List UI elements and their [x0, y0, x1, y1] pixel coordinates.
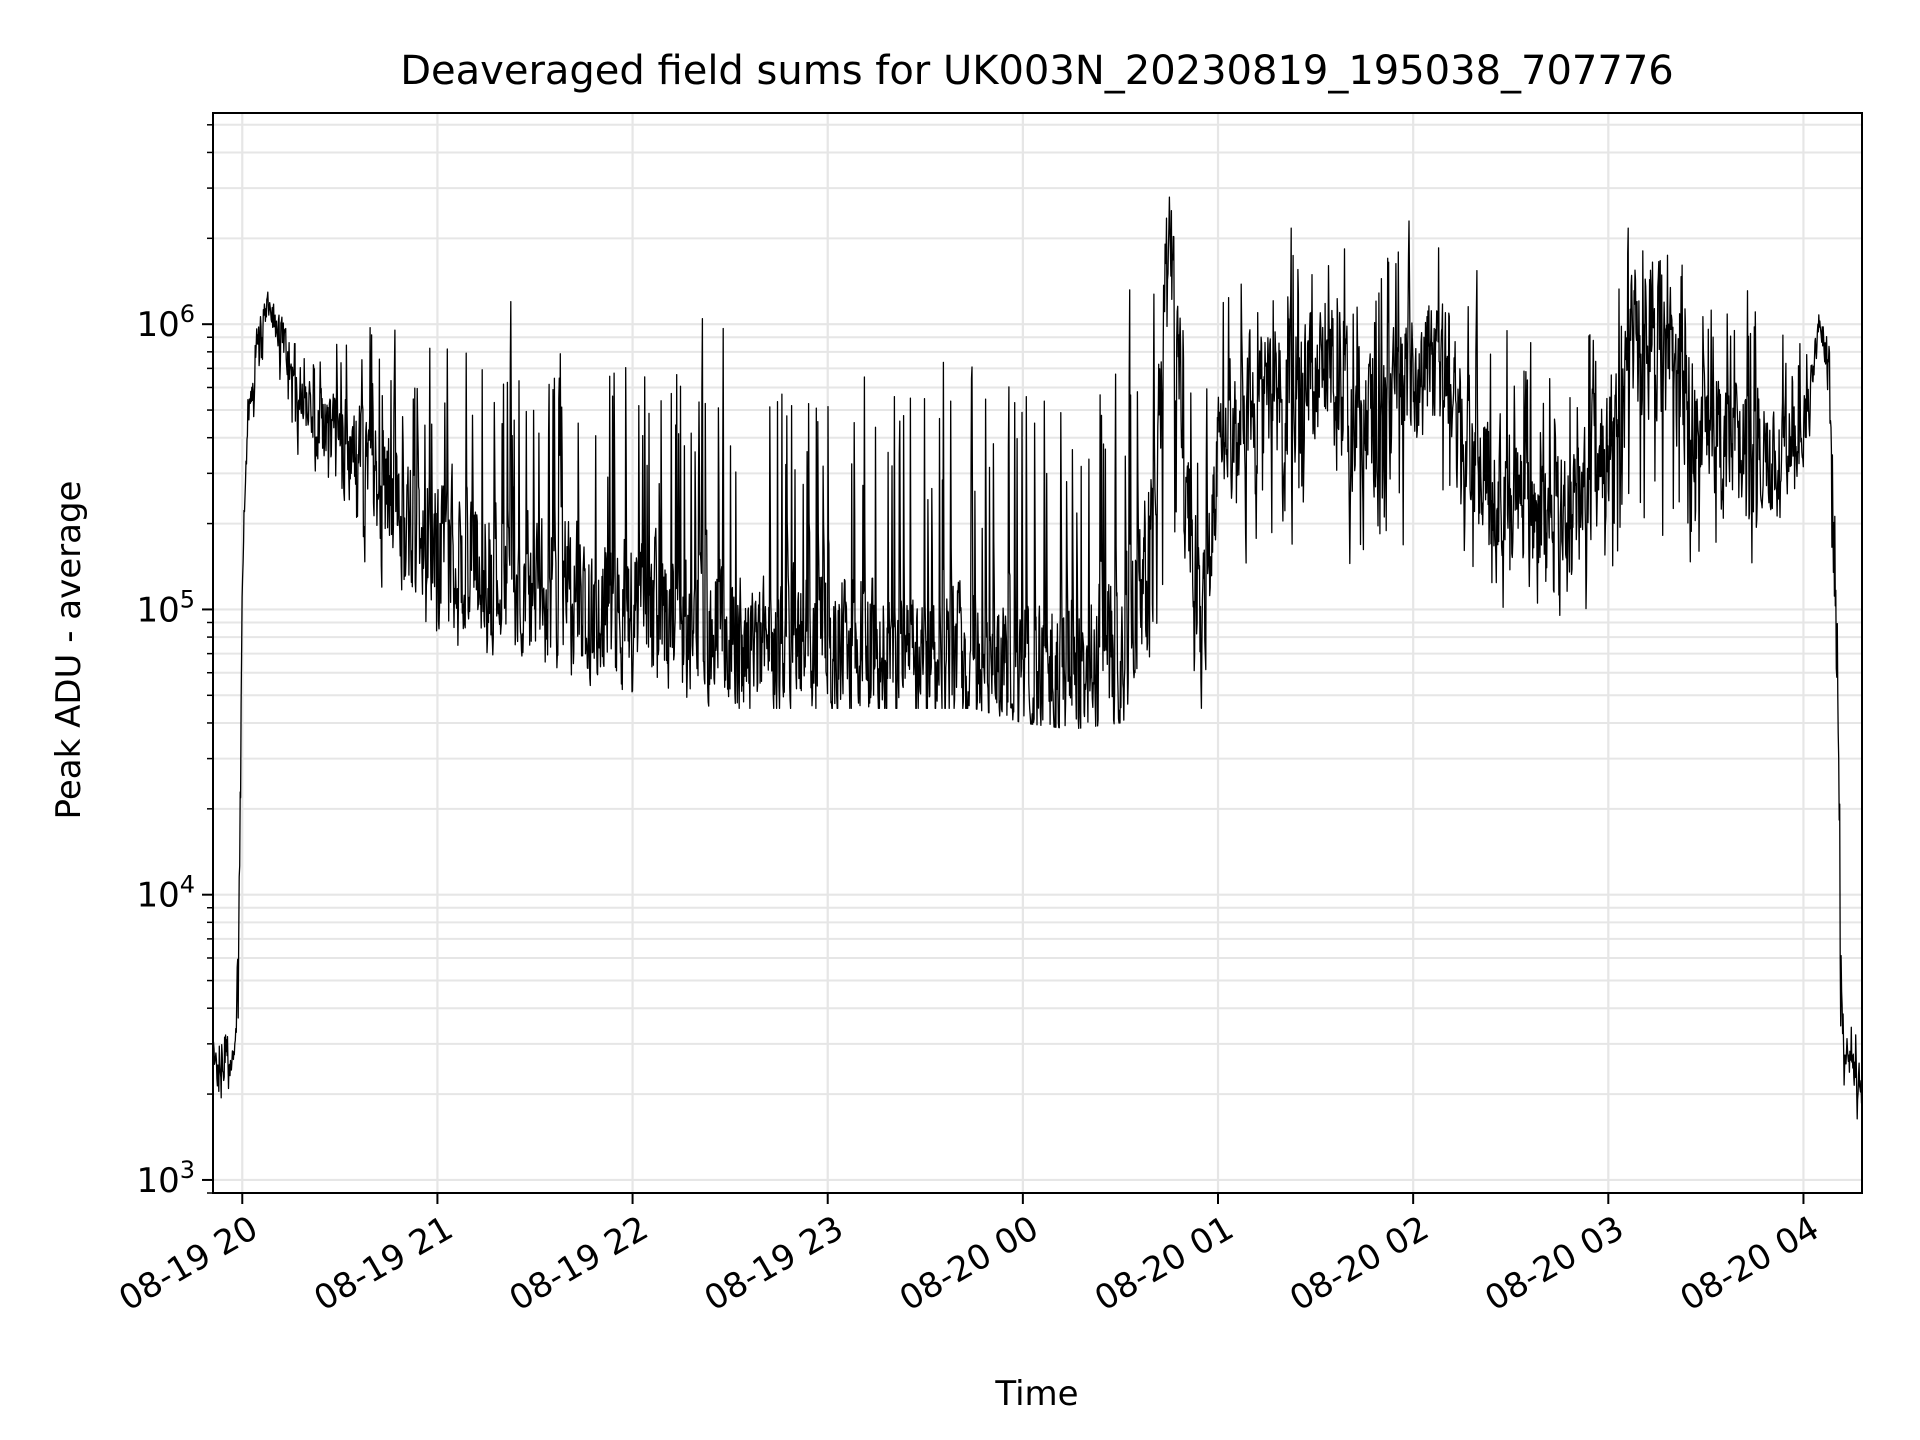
series-layer [212, 196, 1863, 1120]
x-axis-label: Time [994, 1374, 1078, 1414]
y-tick-label: 104 [136, 871, 195, 916]
grid-major [213, 113, 1862, 1193]
chart-title: Deaveraged field sums for UK003N_2023081… [400, 48, 1673, 94]
series-line [212, 196, 1863, 1120]
y-tick-label: 106 [136, 300, 195, 345]
y-axis-label: Peak ADU - average [49, 481, 89, 820]
y-tick-label: 105 [136, 585, 195, 630]
y-axis: 103 104 105 106 [136, 124, 213, 1201]
y-tick-label: 103 [136, 1156, 195, 1201]
